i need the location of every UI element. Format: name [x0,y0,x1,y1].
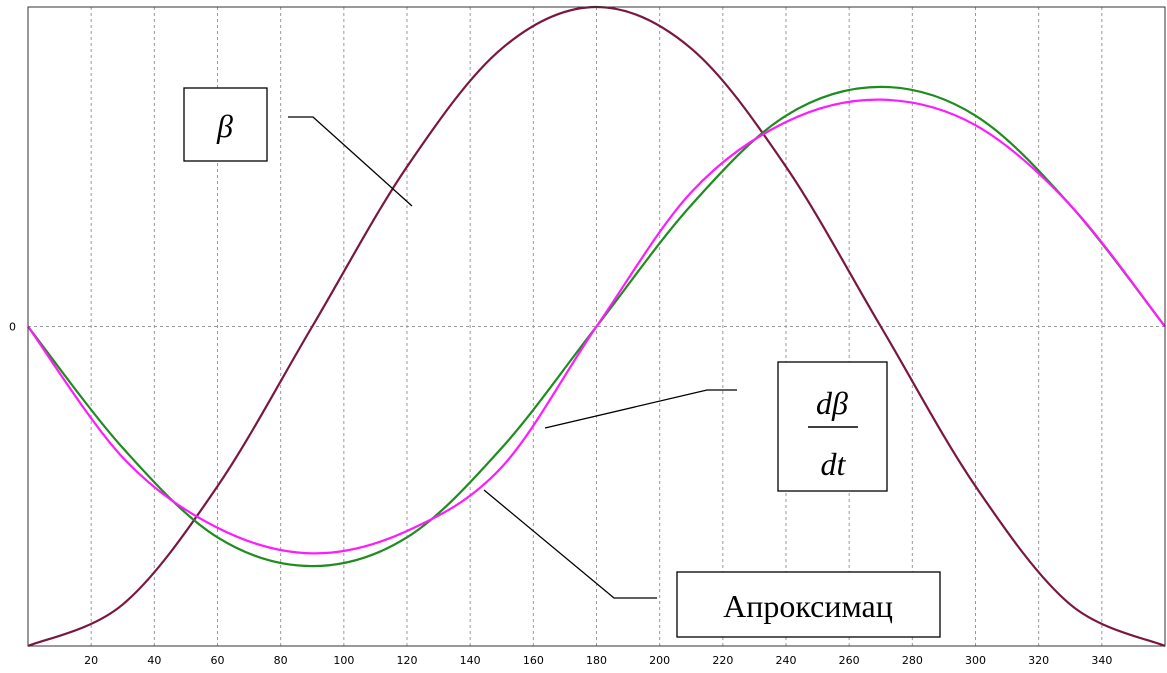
x-tick-label: 40 [147,654,161,667]
approx-label: Апроксимац [723,588,893,624]
derivative-annotation: dβ dt [544,361,888,492]
plot-frame [27,6,1166,647]
x-tick-label: 220 [712,654,733,667]
y-tick-label-zero: 0 [9,321,16,334]
x-tick-label: 80 [274,654,288,667]
beta-label: β [216,108,233,144]
x-tick-label: 260 [839,654,860,667]
x-axis-tick-labels: 20 40 60 80 100 120 140 160 180 200 220 240 260 280 30… [84,654,1112,667]
approx-annotation: Апроксимац [483,489,941,638]
series-line-2 [27,98,1166,555]
x-tick-label: 280 [902,654,923,667]
x-tick-label: 140 [460,654,481,667]
x-tick-label: 100 [333,654,354,667]
beta-annotation: β [183,87,413,207]
x-tick-label: 160 [523,654,544,667]
approx-label-box [676,571,941,638]
x-tick-label: 180 [586,654,607,667]
x-tick-label: 120 [397,654,418,667]
derivative-denominator: dt [821,446,847,482]
x-tick-label: 340 [1091,654,1112,667]
x-tick-label: 320 [1028,654,1049,667]
x-tick-label: 20 [84,654,98,667]
beta-label-box [183,87,268,162]
x-tick-label: 240 [776,654,797,667]
x-tick-label: 200 [649,654,670,667]
derivative-numerator: dβ [816,385,848,421]
x-tick-label: 300 [965,654,986,667]
approx-leader-line [483,489,657,599]
derivative-leader-line [544,389,737,429]
beta-leader-line [288,116,413,207]
x-tick-label: 60 [211,654,225,667]
